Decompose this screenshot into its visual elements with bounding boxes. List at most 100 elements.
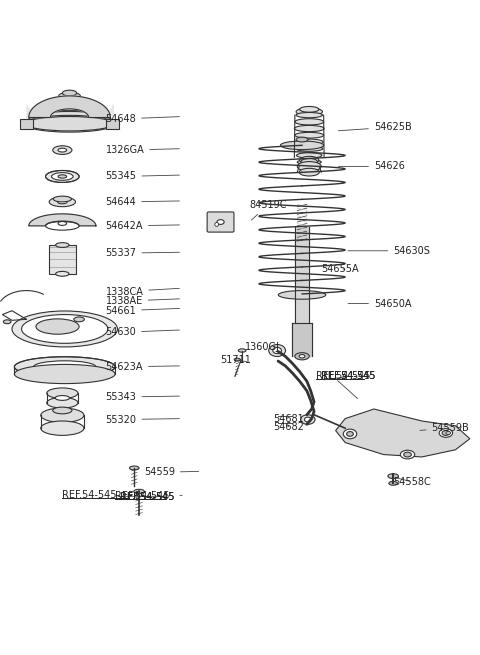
Ellipse shape — [388, 474, 398, 479]
Ellipse shape — [446, 432, 451, 434]
Text: 54626: 54626 — [338, 161, 405, 172]
Ellipse shape — [300, 157, 319, 164]
Ellipse shape — [29, 110, 110, 124]
Text: 84519C: 84519C — [249, 200, 287, 220]
Ellipse shape — [56, 242, 69, 248]
Polygon shape — [29, 96, 110, 117]
Ellipse shape — [297, 153, 322, 158]
Ellipse shape — [300, 415, 315, 424]
Ellipse shape — [56, 271, 69, 276]
Ellipse shape — [62, 90, 77, 96]
Text: 55320: 55320 — [106, 415, 180, 424]
Ellipse shape — [280, 141, 324, 149]
Text: 51711: 51711 — [220, 355, 252, 365]
Ellipse shape — [36, 319, 79, 334]
Text: 54558C: 54558C — [393, 477, 431, 487]
Ellipse shape — [400, 450, 415, 459]
Ellipse shape — [47, 398, 78, 408]
Ellipse shape — [59, 92, 80, 100]
Ellipse shape — [130, 466, 139, 470]
Ellipse shape — [304, 417, 311, 422]
Ellipse shape — [53, 146, 72, 155]
Ellipse shape — [296, 108, 323, 115]
Ellipse shape — [234, 358, 240, 361]
Ellipse shape — [442, 430, 450, 436]
Text: 54642A: 54642A — [106, 221, 180, 231]
Ellipse shape — [299, 168, 319, 176]
Ellipse shape — [295, 119, 324, 125]
Text: 1360GJ: 1360GJ — [244, 342, 279, 352]
Text: 54661: 54661 — [106, 306, 180, 316]
Text: REF.54-545: REF.54-545 — [321, 371, 376, 381]
Text: REF.54-545: REF.54-545 — [316, 371, 371, 381]
Polygon shape — [29, 214, 96, 226]
Text: 54644: 54644 — [106, 197, 180, 207]
Text: 1326GA: 1326GA — [106, 145, 180, 155]
Text: 54630S: 54630S — [348, 246, 430, 256]
Ellipse shape — [296, 137, 308, 142]
Text: REF.54-545: REF.54-545 — [321, 371, 376, 381]
FancyBboxPatch shape — [107, 119, 119, 130]
Ellipse shape — [217, 219, 224, 225]
Text: REF.54-545: REF.54-545 — [62, 491, 117, 500]
Ellipse shape — [12, 311, 118, 347]
Text: 1338AE: 1338AE — [106, 296, 180, 306]
Text: 54681: 54681 — [273, 413, 304, 424]
Ellipse shape — [58, 175, 67, 178]
Ellipse shape — [41, 408, 84, 422]
Ellipse shape — [41, 421, 84, 436]
Ellipse shape — [47, 388, 78, 398]
Text: 54630: 54630 — [106, 328, 180, 337]
Text: REF.54-545: REF.54-545 — [115, 491, 169, 501]
Circle shape — [215, 223, 218, 227]
Ellipse shape — [58, 200, 67, 204]
Ellipse shape — [14, 364, 115, 384]
Text: 54559: 54559 — [144, 467, 199, 477]
Ellipse shape — [295, 352, 309, 360]
Text: 55343: 55343 — [106, 392, 180, 402]
Ellipse shape — [389, 481, 397, 485]
Ellipse shape — [295, 132, 324, 138]
Ellipse shape — [273, 347, 281, 354]
Text: 54655A: 54655A — [321, 264, 359, 274]
Ellipse shape — [14, 357, 115, 377]
Ellipse shape — [3, 320, 11, 324]
Ellipse shape — [347, 432, 353, 436]
Ellipse shape — [301, 159, 317, 164]
Ellipse shape — [74, 317, 84, 322]
Ellipse shape — [58, 221, 67, 225]
Text: 54648: 54648 — [106, 114, 180, 124]
Text: REF.54-545: REF.54-545 — [120, 492, 174, 502]
FancyBboxPatch shape — [207, 212, 234, 232]
Ellipse shape — [34, 361, 96, 373]
Ellipse shape — [294, 125, 324, 132]
Ellipse shape — [46, 170, 79, 183]
Polygon shape — [336, 409, 470, 457]
Ellipse shape — [24, 115, 115, 132]
Ellipse shape — [296, 113, 323, 118]
Ellipse shape — [49, 197, 75, 207]
Ellipse shape — [53, 407, 72, 414]
Ellipse shape — [439, 428, 453, 438]
Text: 55337: 55337 — [106, 248, 180, 258]
Ellipse shape — [55, 396, 70, 400]
Ellipse shape — [238, 349, 246, 352]
Ellipse shape — [404, 452, 411, 457]
Ellipse shape — [299, 354, 305, 358]
Text: 54682: 54682 — [273, 422, 304, 432]
Ellipse shape — [297, 160, 321, 164]
Ellipse shape — [53, 196, 72, 202]
Ellipse shape — [300, 107, 319, 112]
Ellipse shape — [343, 429, 357, 439]
Ellipse shape — [22, 314, 108, 343]
Text: 54623A: 54623A — [106, 362, 180, 372]
Ellipse shape — [297, 162, 321, 171]
Ellipse shape — [58, 148, 67, 152]
Text: 54625B: 54625B — [338, 122, 412, 132]
Text: 55345: 55345 — [106, 172, 180, 181]
FancyBboxPatch shape — [49, 245, 76, 274]
Text: 54559B: 54559B — [420, 423, 469, 433]
Ellipse shape — [296, 146, 323, 151]
Text: 1338CA: 1338CA — [106, 286, 180, 297]
Ellipse shape — [278, 291, 326, 299]
